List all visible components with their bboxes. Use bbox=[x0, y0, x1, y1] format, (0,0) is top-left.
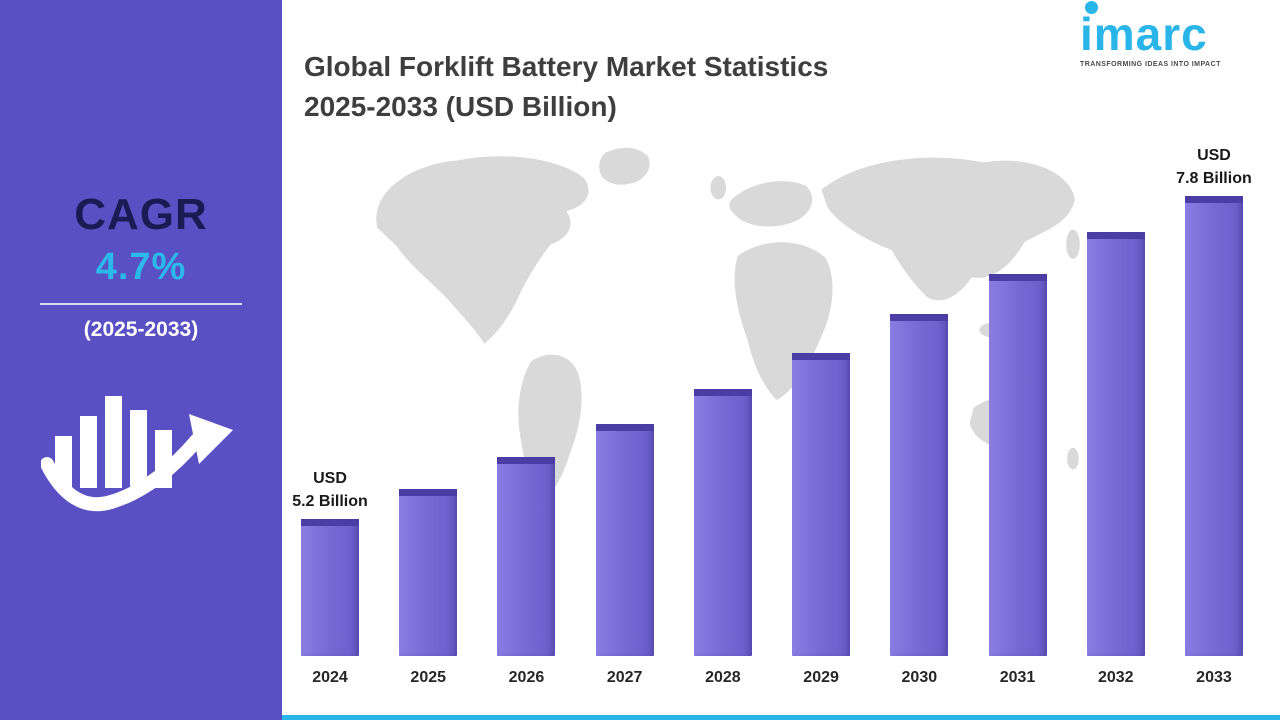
imarc-logo-text: imarc bbox=[1080, 8, 1208, 60]
page-title-line2: 2025-2033 (USD Billion) bbox=[304, 91, 617, 123]
x-axis-label-2028: 2028 bbox=[705, 669, 741, 686]
x-axis-label-2029: 2029 bbox=[803, 669, 839, 686]
bar-group-2030: 2030 bbox=[889, 314, 949, 690]
bar-2031 bbox=[988, 274, 1047, 656]
imarc-logo: imarc TRANSFORMING IDEAS INTO IMPACT bbox=[1080, 1, 1264, 69]
x-axis-label-2025: 2025 bbox=[410, 669, 447, 686]
bar-group-2029: 2029 bbox=[791, 353, 851, 690]
bar-chart: 2024 USD 5.2 Billion 2025 2026 2027 2028 2029 20… bbox=[292, 147, 1252, 690]
bar-2026 bbox=[497, 457, 556, 656]
imarc-logo-dot-icon bbox=[1085, 1, 1098, 14]
sidebar-divider bbox=[40, 303, 242, 305]
bar-group-2024: 2024 USD 5.2 Billion bbox=[292, 470, 368, 690]
value-label-2033: USD 7.8 Billion bbox=[1176, 146, 1252, 187]
bar-2025 bbox=[399, 489, 458, 656]
x-axis-label-2032: 2032 bbox=[1097, 669, 1134, 686]
bar-group-2033: 2033 USD 7.8 Billion bbox=[1176, 147, 1252, 690]
imarc-logo-wordmark: imarc bbox=[1080, 1, 1264, 60]
value-label-2024: USD 5.2 Billion bbox=[292, 469, 368, 510]
x-axis-label-2030: 2030 bbox=[901, 669, 938, 686]
x-axis-label-2026: 2026 bbox=[508, 669, 545, 686]
bar-group-2031: 2031 bbox=[988, 274, 1048, 690]
bar-2029 bbox=[792, 353, 851, 656]
cagr-period: (2025-2033) bbox=[83, 318, 199, 341]
x-axis-label-2031: 2031 bbox=[999, 669, 1036, 686]
page-title: Global Forklift Battery Market Statistic… bbox=[304, 47, 1064, 128]
bar-2033 bbox=[1184, 196, 1243, 656]
bar-2024 bbox=[301, 519, 359, 656]
bar-2032 bbox=[1086, 232, 1145, 656]
bar-group-2028: 2028 bbox=[693, 389, 753, 690]
x-axis-label-2033: 2033 bbox=[1196, 669, 1232, 686]
bar-group-2025: 2025 bbox=[398, 489, 458, 690]
bottom-accent-line bbox=[282, 715, 1280, 720]
bar-2028 bbox=[693, 389, 752, 656]
bar-group-2026: 2026 bbox=[496, 457, 556, 690]
x-axis-label-2027: 2027 bbox=[606, 669, 643, 686]
page-title-line1: Global Forklift Battery Market Statistic… bbox=[304, 50, 829, 82]
bar-2027 bbox=[595, 424, 654, 656]
bar-2030 bbox=[890, 314, 949, 656]
imarc-logo-tagline: TRANSFORMING IDEAS INTO IMPACT bbox=[1080, 61, 1221, 69]
cagr-sidebar: CAGR 4.7% (2025-2033) bbox=[0, 0, 282, 720]
bar-group-2032: 2032 bbox=[1086, 232, 1146, 690]
forklift-battery-bar-chart: 2024 USD 5.2 Billion 2025 2026 2027 2028 2029 20… bbox=[292, 147, 1252, 690]
growth-chart-icon bbox=[0, 368, 282, 533]
x-axis-label-2024: 2024 bbox=[312, 669, 348, 686]
bar-group-2027: 2027 bbox=[595, 424, 655, 690]
cagr-label: CAGR bbox=[74, 190, 208, 239]
cagr-value: 4.7% bbox=[95, 246, 187, 288]
